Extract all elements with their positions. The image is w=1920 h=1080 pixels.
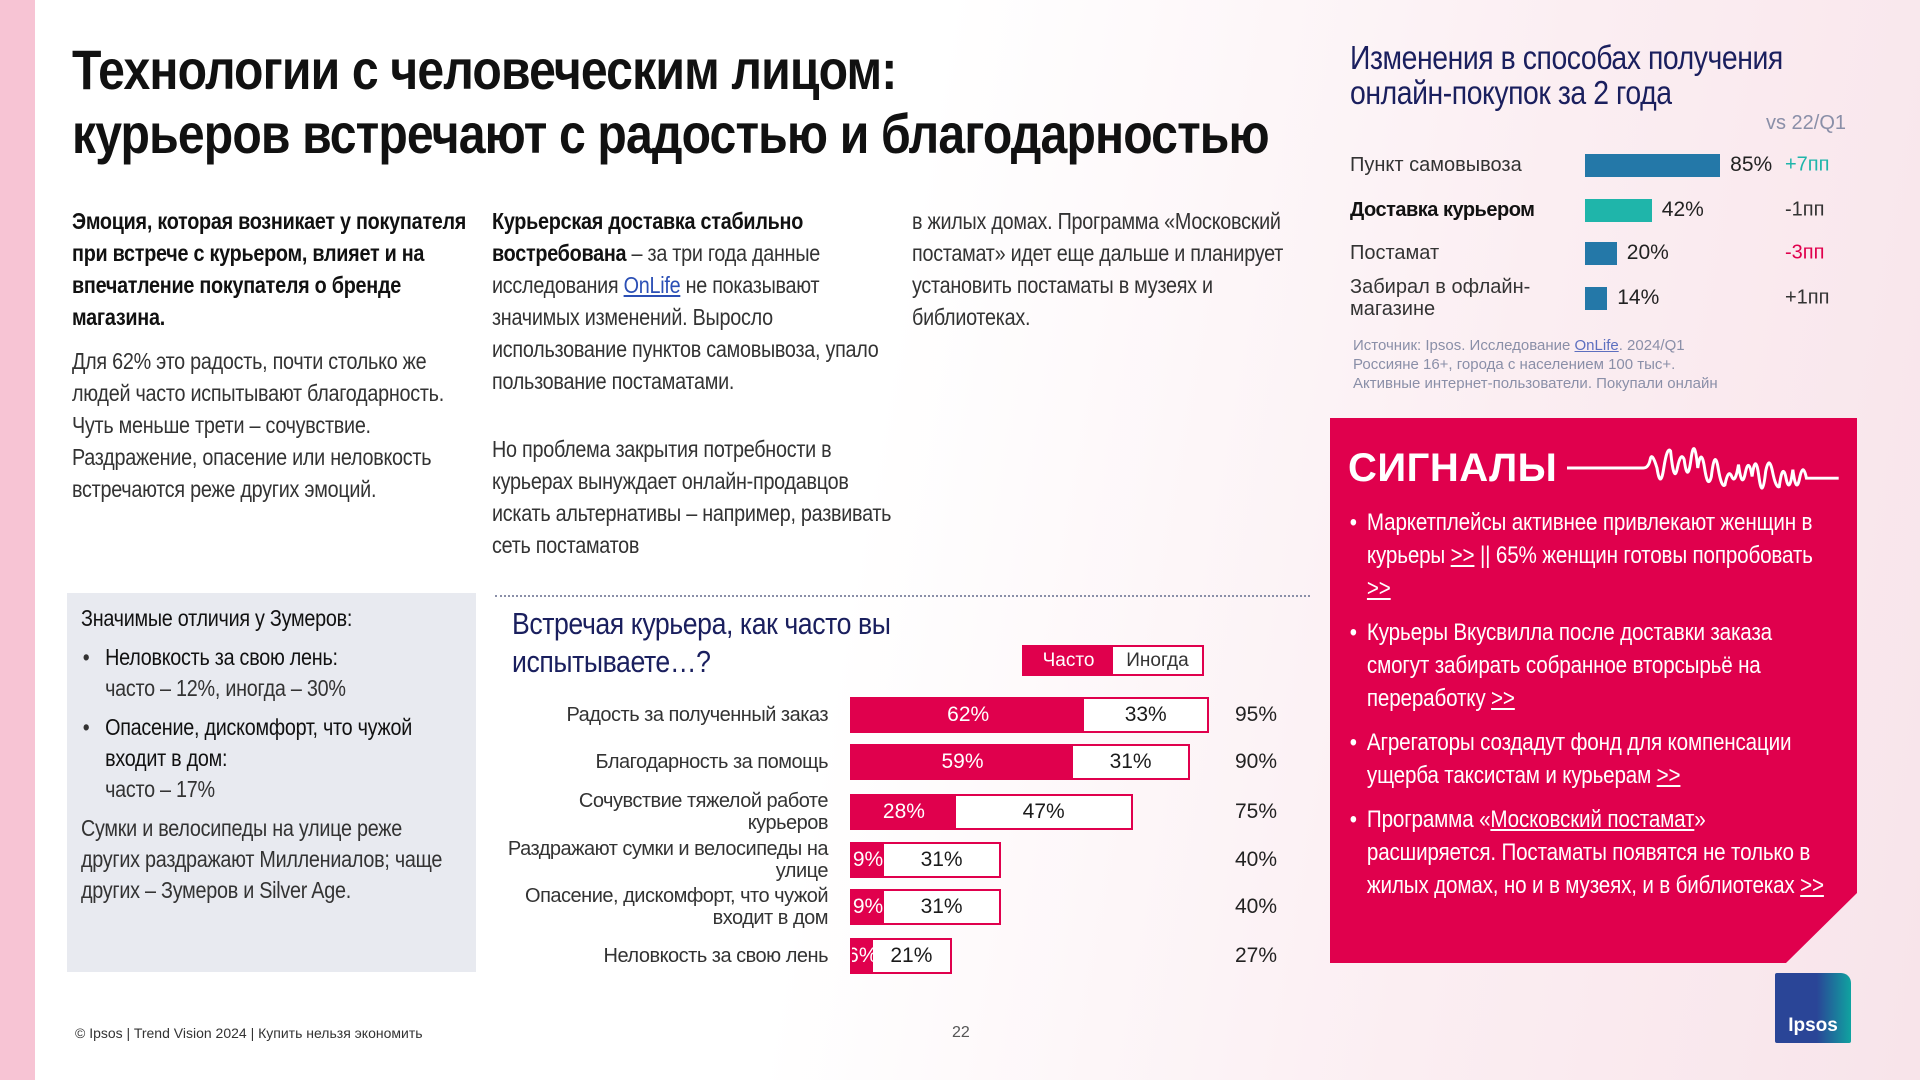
- method-change: +7пп: [1785, 153, 1830, 176]
- onlife-link[interactable]: OnLife: [623, 272, 681, 298]
- bar-often: 9%: [852, 891, 885, 923]
- method-bar: [1585, 287, 1608, 310]
- moscow-postamat-link[interactable]: Московский постамат: [1490, 806, 1695, 833]
- bar-sometimes: 31%: [920, 848, 963, 871]
- method-row: Забирал в офлайн-магазине 14% +1пп: [1350, 276, 1850, 320]
- delivery-text-2: Но проблема закрытия потребности в курье…: [492, 436, 892, 558]
- signal-item: Агрегаторы создадут фонд для компенсации…: [1348, 726, 1838, 792]
- chart-row: Неловкость за свою лень 6% 21% 27%: [490, 933, 1290, 979]
- delivery-column: Курьерская доставка стабильно востребова…: [492, 205, 901, 561]
- bar-sometimes: 31%: [1109, 750, 1152, 773]
- zoomers-box: Значимые отличия у Зумеров: Неловкость з…: [67, 593, 476, 972]
- method-value: 14%: [1617, 286, 1660, 309]
- method-label: Доставка курьером: [1350, 199, 1535, 221]
- method-change: +1пп: [1785, 286, 1830, 309]
- legend-often: Часто: [1024, 647, 1113, 674]
- stacked-bar: 59% 31%: [850, 744, 1191, 780]
- category-label: Опасение, дискомфорт, что чужой входит в…: [525, 885, 828, 929]
- total-label: 75%: [1235, 800, 1278, 823]
- method-change: -3пп: [1785, 241, 1825, 264]
- legend-sometimes: Иногда: [1113, 647, 1202, 674]
- method-bar: [1585, 242, 1617, 265]
- signal-item: Программа «Московский постамат» расширяе…: [1348, 803, 1838, 902]
- bar-often: 28%: [852, 796, 956, 828]
- signal-item: Маркетплейсы активнее привлекают женщин …: [1348, 506, 1838, 605]
- method-bar: [1585, 199, 1652, 222]
- comparison-label: vs 22/Q1: [1766, 112, 1847, 134]
- chart-row: Раздражают сумки и велосипеды на улице 9%…: [490, 837, 1290, 883]
- total-label: 40%: [1235, 848, 1278, 871]
- category-label: Раздражают сумки и велосипеды на улице: [507, 838, 829, 882]
- page-title: Технологии с человеческим лицом: курьеров…: [72, 38, 1270, 165]
- intro-bold: Эмоция, которая возникает у покупателя п…: [72, 208, 467, 330]
- method-value: 42%: [1661, 198, 1704, 221]
- method-label: Пункт самовывоза: [1350, 154, 1522, 176]
- category-label: Неловкость за свою лень: [603, 945, 829, 967]
- stacked-bar: 9% 31%: [850, 842, 1002, 878]
- method-bar: [1585, 154, 1721, 177]
- chart-row: Опасение, дискомфорт, что чужой входит в…: [490, 884, 1290, 930]
- stacked-bar: 6% 21%: [850, 938, 953, 974]
- signal-link[interactable]: >>: [1800, 872, 1824, 899]
- page-number: 22: [952, 1024, 970, 1041]
- methods-title: Изменения в способах получения онлайн-по…: [1350, 39, 1783, 111]
- signal-link[interactable]: >>: [1366, 575, 1391, 602]
- chart-row: Радость за полученный заказ 62% 33% 95%: [490, 692, 1290, 738]
- stacked-bar: 9% 31%: [850, 889, 1002, 925]
- bar-sometimes: 31%: [920, 895, 963, 918]
- zoomers-note: Сумки и велосипеды на улице реже других …: [81, 815, 443, 903]
- total-label: 95%: [1235, 703, 1278, 726]
- bar-often: 6%: [852, 940, 873, 972]
- bar-sometimes: 33%: [1124, 703, 1167, 726]
- method-label: Постамат: [1350, 242, 1440, 264]
- intro-text: Для 62% это радость, почти столько же лю…: [72, 348, 444, 502]
- zoomer-item: Неловкость за свою лень:часто – 12%, ино…: [81, 642, 462, 704]
- signal-item: Курьеры Вкусвилла после доставки заказа …: [1348, 616, 1838, 715]
- signals-box: СИГНАЛЫ Маркетплейсы активнее привлекают…: [1330, 418, 1857, 963]
- divider: [495, 595, 1310, 597]
- method-label: Забирал в офлайн-магазине: [1350, 276, 1531, 320]
- chart-row: Сочувствие тяжелой работе курьеров 28% 47%…: [490, 789, 1290, 835]
- pulse-wave-icon: [1567, 447, 1839, 490]
- bar-sometimes: 47%: [1022, 800, 1065, 823]
- intro-column: Эмоция, которая возникает у покупателя п…: [72, 205, 481, 505]
- method-change: -1пп: [1785, 198, 1825, 221]
- chart-title: Встречая курьера, как часто вы испытывае…: [512, 606, 891, 679]
- postamat-column: в жилых домах. Программа «Московский пос…: [912, 208, 1284, 330]
- signal-link[interactable]: >>: [1656, 762, 1681, 789]
- method-row: Доставка курьером 42% -1пп: [1350, 190, 1850, 230]
- chart-legend: Часто Иногда: [1022, 645, 1204, 676]
- bar-often: 59%: [852, 746, 1074, 778]
- category-label: Радость за полученный заказ: [566, 704, 828, 726]
- footer: © Ipsos | Trend Vision 2024 | Купить нел…: [75, 1025, 423, 1041]
- bar-often: 9%: [852, 844, 885, 876]
- chart-row: Благодарность за помощь 59% 31% 90%: [490, 739, 1290, 785]
- left-accent-strip: [0, 0, 35, 1080]
- bar-often: 62%: [852, 699, 1085, 731]
- stacked-bar: 62% 33%: [850, 697, 1210, 733]
- total-label: 27%: [1235, 944, 1278, 967]
- category-label: Сочувствие тяжелой работе курьеров: [578, 790, 829, 834]
- signal-link[interactable]: >>: [1450, 542, 1475, 569]
- signals-title: СИГНАЛЫ: [1348, 445, 1558, 490]
- onlife-source-link[interactable]: OnLife: [1574, 337, 1619, 354]
- total-label: 90%: [1235, 750, 1278, 773]
- zoomers-heading: Значимые отличия у Зумеров:: [81, 605, 353, 631]
- method-row: Постамат 20% -3пп: [1350, 233, 1850, 273]
- bar-sometimes: 21%: [890, 944, 933, 967]
- category-label: Благодарность за помощь: [595, 751, 828, 773]
- method-value: 85%: [1730, 153, 1773, 176]
- total-label: 40%: [1235, 895, 1278, 918]
- method-value: 20%: [1626, 241, 1669, 264]
- stacked-bar: 28% 47%: [850, 794, 1134, 830]
- zoomer-item: Опасение, дискомфорт, что чужой входит в…: [81, 712, 462, 805]
- source-note: Источник: Ipsos. Исследование OnLife. 20…: [1353, 337, 1718, 392]
- signal-link[interactable]: >>: [1491, 685, 1515, 712]
- ipsos-logo: Ipsos: [1775, 973, 1851, 1043]
- method-row: Пункт самовывоза 85% +7пп: [1350, 145, 1850, 185]
